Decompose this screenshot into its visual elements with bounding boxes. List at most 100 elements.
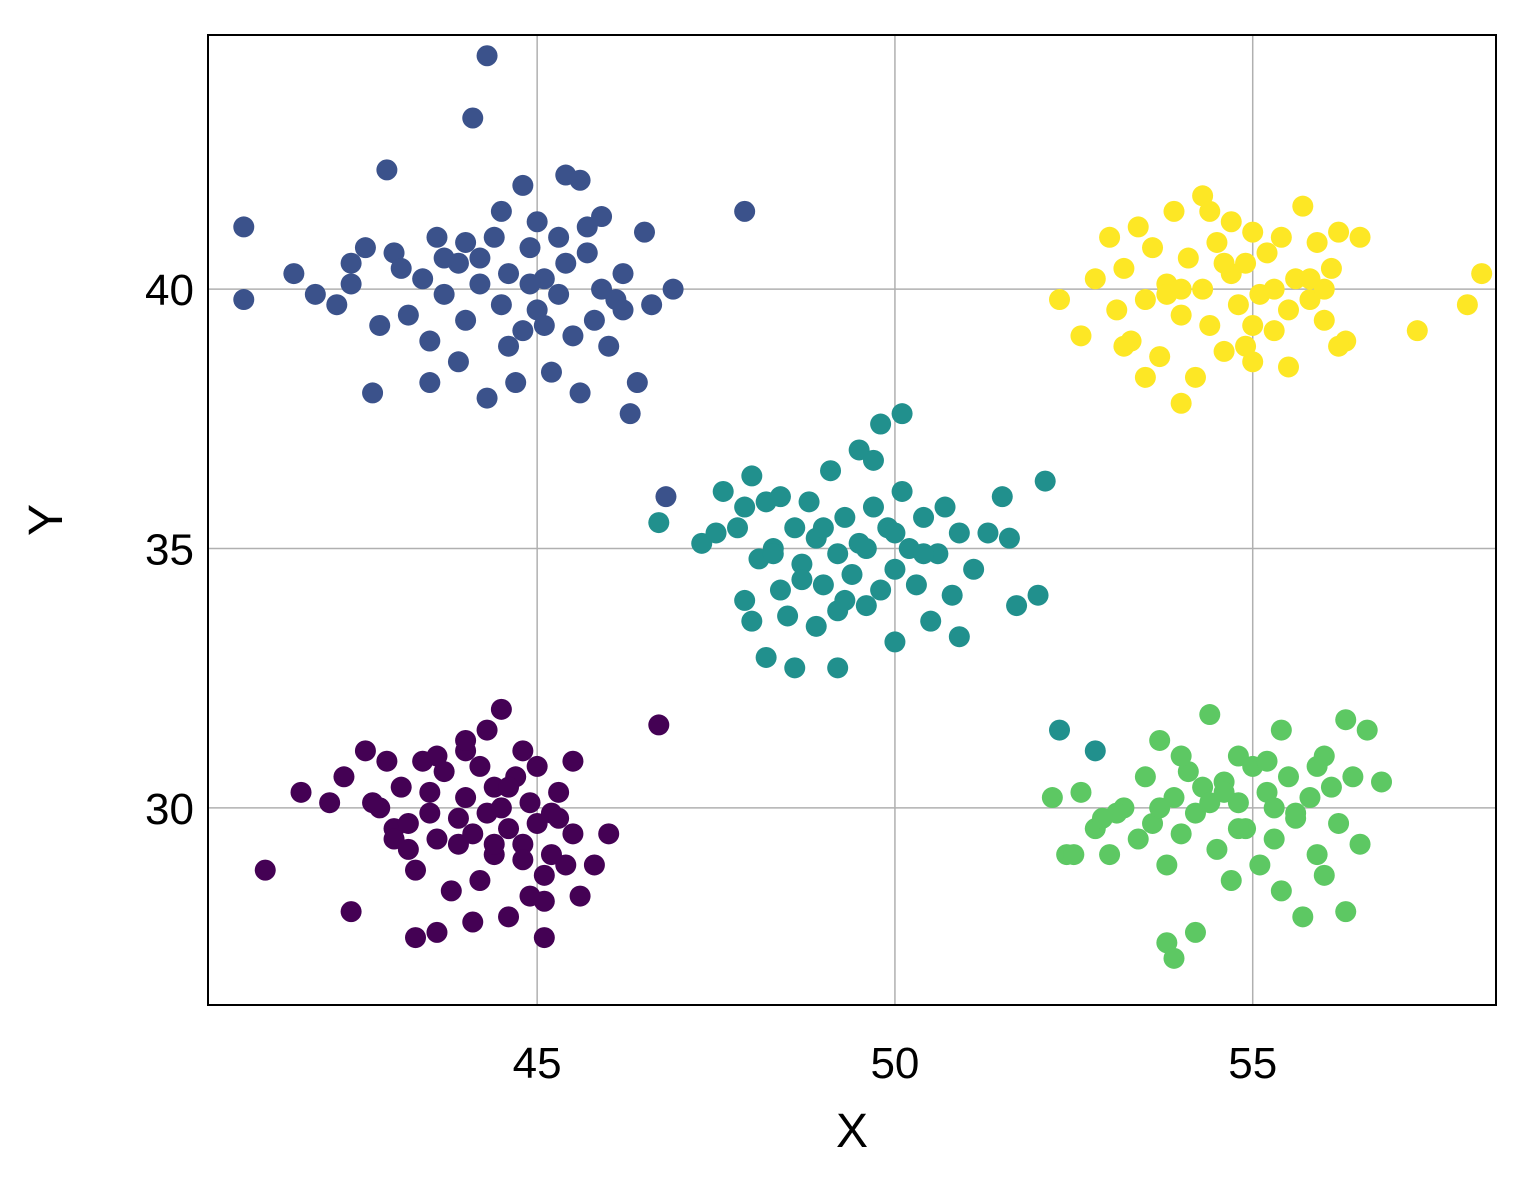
scatter-point [1142, 237, 1164, 259]
scatter-point [498, 906, 520, 928]
scatter-point [884, 558, 906, 580]
scatter-point [533, 890, 555, 912]
scatter-point [1099, 226, 1121, 248]
scatter-point [555, 164, 577, 186]
scatter-point [490, 698, 512, 720]
scatter-point [390, 776, 412, 798]
scatter-point [483, 226, 505, 248]
scatter-point [1034, 470, 1056, 492]
scatter-point [455, 729, 477, 751]
scatter-point [963, 558, 985, 580]
scatter-point [498, 263, 520, 285]
scatter-point [1263, 278, 1285, 300]
scatter-point [1349, 833, 1371, 855]
scatter-point [948, 522, 970, 544]
scatter-point [870, 413, 892, 435]
scatter-point [512, 740, 534, 762]
scatter-point [1220, 211, 1242, 233]
scatter-point [333, 766, 355, 788]
scatter-point [1306, 755, 1328, 777]
scatter-point [462, 107, 484, 129]
scatter-point [1199, 792, 1221, 814]
scatter-point [254, 859, 276, 881]
scatter-point [483, 833, 505, 855]
scatter-point [397, 812, 419, 834]
scatter-point [1199, 704, 1221, 726]
scatter-point [433, 283, 455, 305]
scatter-point [505, 372, 527, 394]
scatter-point [362, 382, 384, 404]
x-tick-label: 50 [870, 1039, 919, 1088]
scatter-point [419, 330, 441, 352]
scatter-point [1170, 392, 1192, 414]
scatter-point [891, 403, 913, 425]
scatter-point [598, 335, 620, 357]
scatter-point [598, 823, 620, 845]
scatter-point [576, 216, 598, 238]
scatter-point [1163, 200, 1185, 222]
scatter-point [512, 833, 534, 855]
scatter-point [455, 309, 477, 331]
scatter-point [1163, 947, 1185, 969]
scatter-point [1270, 880, 1292, 902]
scatter-point [447, 833, 469, 855]
scatter-point [490, 797, 512, 819]
scatter-point [641, 294, 663, 316]
scatter-point [576, 242, 598, 264]
scatter-point [1313, 278, 1335, 300]
scatter-point [548, 781, 570, 803]
scatter-point [1342, 766, 1364, 788]
scatter-point [1328, 812, 1350, 834]
scatter-point [1356, 719, 1378, 741]
scatter-point [805, 615, 827, 637]
scatter-point [412, 268, 434, 290]
scatter-point [1127, 216, 1149, 238]
scatter-point [354, 237, 376, 259]
scatter-point [855, 595, 877, 617]
scatter-point [1170, 745, 1192, 767]
scatter-point [490, 200, 512, 222]
scatter-point [498, 818, 520, 840]
scatter-point [376, 159, 398, 181]
scatter-point [526, 755, 548, 777]
scatter-point [1371, 771, 1393, 793]
scatter-point [397, 304, 419, 326]
scatter-point [512, 174, 534, 196]
scatter-point [1206, 838, 1228, 860]
scatter-point [1227, 294, 1249, 316]
scatter-point [905, 574, 927, 596]
scatter-point [1242, 221, 1264, 243]
scatter-point [569, 382, 591, 404]
scatter-point [1313, 864, 1335, 886]
scatter-point [519, 273, 541, 295]
scatter-point [769, 579, 791, 601]
scatter-point [362, 792, 384, 814]
scatter-point [662, 278, 684, 300]
scatter-point [1313, 309, 1335, 331]
scatter-point [884, 522, 906, 544]
scatter-point [1277, 766, 1299, 788]
scatter-point [433, 247, 455, 269]
scatter-point [512, 320, 534, 342]
scatter-point [340, 273, 362, 295]
scatter-point [1277, 299, 1299, 321]
scatter-point [562, 823, 584, 845]
scatter-point [1263, 320, 1285, 342]
scatter-point [233, 216, 255, 238]
scatter-point [934, 496, 956, 518]
scatter-point [1292, 195, 1314, 217]
scatter-point [376, 750, 398, 772]
scatter-point [820, 460, 842, 482]
scatter-point [1249, 854, 1271, 876]
scatter-point [1299, 787, 1321, 809]
scatter-point [655, 486, 677, 508]
scatter-point [1113, 335, 1135, 357]
scatter-point [476, 719, 498, 741]
scatter-point [870, 579, 892, 601]
scatter-point [1149, 346, 1171, 368]
scatter-point [319, 792, 341, 814]
scatter-point [469, 273, 491, 295]
scatter-point [791, 553, 813, 575]
scatter-point [1256, 242, 1278, 264]
